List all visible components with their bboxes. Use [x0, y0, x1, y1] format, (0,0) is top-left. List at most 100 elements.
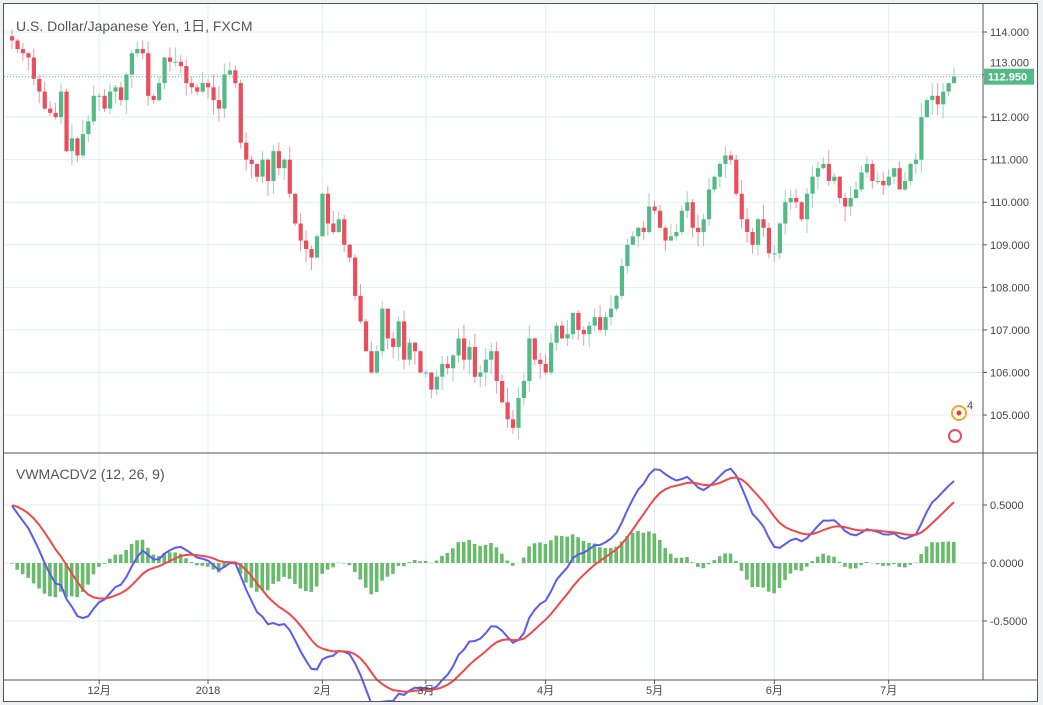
histogram-bar: [461, 541, 466, 563]
candle-body: [320, 193, 325, 237]
candle-body: [222, 74, 227, 109]
candle-body: [625, 244, 630, 267]
histogram-bar: [619, 541, 624, 563]
histogram-bar: [788, 563, 793, 574]
candle-body: [897, 168, 902, 190]
histogram-bar: [423, 561, 428, 563]
candle-body: [42, 91, 47, 109]
histogram-bar: [679, 557, 684, 563]
candle-body: [799, 202, 804, 220]
candle-body: [696, 227, 701, 233]
histogram-bar: [864, 561, 869, 563]
candle-body: [478, 372, 483, 377]
histogram-bar: [238, 563, 243, 574]
candle-body: [783, 202, 788, 224]
candle-body: [402, 321, 407, 360]
histogram-bar: [135, 540, 139, 563]
histogram-bar: [908, 563, 913, 565]
histogram-bar: [728, 553, 733, 563]
macd-tick-label: 0.5000: [990, 500, 1024, 512]
candle-body: [685, 202, 690, 211]
histogram-bar: [587, 542, 591, 563]
histogram-bar: [636, 531, 640, 563]
candle-body: [48, 108, 53, 113]
histogram-bar: [222, 563, 226, 568]
histogram-bar: [314, 563, 319, 587]
last-price-label: 112.950: [988, 72, 1027, 84]
indicator-title[interactable]: VWMACDV2 (12, 26, 9): [16, 466, 165, 482]
histogram-bar: [755, 563, 760, 587]
candle-body: [472, 346, 478, 377]
candle-body: [249, 159, 254, 164]
histogram-bar: [652, 533, 657, 563]
histogram-bar: [690, 562, 695, 563]
candle-body: [418, 351, 423, 373]
candle-body: [227, 70, 233, 75]
histogram-bar: [293, 563, 297, 585]
histogram-bar: [260, 563, 265, 590]
histogram-bar: [385, 563, 390, 577]
candle-body: [265, 159, 271, 181]
histogram-bar: [118, 554, 123, 563]
candle-body: [260, 159, 265, 177]
us-flag-icon: [948, 429, 962, 443]
candle-body: [668, 236, 674, 241]
candle-body: [870, 163, 875, 181]
candle-body: [864, 163, 870, 173]
histogram-bar: [37, 563, 41, 589]
candle-body: [701, 219, 706, 233]
candle-body: [576, 312, 581, 330]
candle-body: [374, 351, 380, 373]
histogram-bar: [657, 539, 662, 563]
candle-body: [679, 210, 684, 233]
candle-body: [946, 83, 951, 92]
candle-body: [908, 163, 913, 181]
histogram-bar: [745, 563, 749, 580]
histogram-bar: [472, 543, 477, 563]
candle-body: [140, 49, 145, 54]
candle-body: [598, 317, 603, 330]
histogram-bar: [15, 563, 20, 570]
candle-body: [124, 74, 129, 101]
candle-body: [935, 95, 940, 105]
chart-frame[interactable]: 4 114.000 113.000 112.000 111.000 110.000 109.…: [3, 3, 1038, 702]
histogram-bar: [309, 563, 314, 592]
candle-body: [396, 321, 401, 347]
candle-body: [412, 342, 418, 352]
candle-body: [10, 36, 15, 41]
histogram-bar: [102, 563, 107, 564]
candle-body: [167, 57, 173, 62]
histogram-bar: [380, 563, 384, 581]
time-tick-label: 5月: [646, 685, 663, 697]
candle-body: [178, 61, 183, 67]
histogram-bar: [717, 556, 722, 563]
histogram-bar: [549, 540, 553, 563]
histogram-bar: [919, 554, 923, 563]
histogram-bar: [565, 536, 569, 563]
chart-canvas[interactable]: 4 114.000 113.000 112.000 111.000 110.000 109.…: [4, 4, 1037, 701]
candle-body: [886, 176, 891, 186]
histogram-bar: [255, 563, 259, 592]
histogram-bar: [108, 558, 112, 563]
histogram-bar: [521, 557, 526, 563]
candle-body: [146, 53, 151, 96]
candle-body: [108, 91, 113, 109]
histogram-bar: [402, 563, 406, 567]
histogram-bar: [527, 546, 531, 563]
candle-body: [690, 202, 695, 228]
candle-body: [195, 87, 200, 92]
candle-body: [723, 155, 728, 164]
histogram-bar: [48, 563, 52, 597]
candle-body: [489, 351, 494, 360]
candle-body: [663, 227, 668, 241]
histogram-bar: [924, 546, 929, 563]
candle-body: [657, 210, 663, 228]
histogram-bar: [216, 563, 221, 573]
histogram-bar: [347, 563, 352, 566]
candle-body: [587, 325, 592, 335]
candle-body: [505, 402, 510, 420]
candle-body: [777, 223, 782, 254]
chart-title: U.S. Dollar/Japanese Yen, 1日, FXCM: [16, 18, 253, 34]
candle-body: [440, 363, 445, 377]
candle-body: [461, 338, 467, 360]
